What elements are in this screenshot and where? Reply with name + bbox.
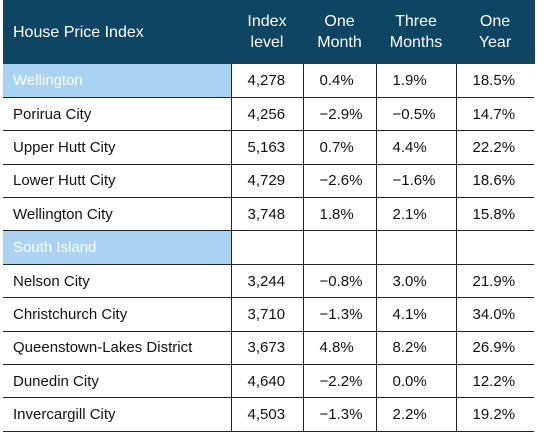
area-name: Porirua City (3, 97, 232, 132)
area-name: Queenstown-Lakes District (3, 331, 232, 366)
table-row: Christchurch City 3,710 −1.3% 4.1% 34.0% (3, 297, 534, 332)
empty-cell (303, 230, 377, 265)
table-row: Invercargill City 4,503 −1.3% 2.2% 19.2% (3, 397, 534, 432)
table-row: Lower Hutt City 4,729 −2.6% −1.6% 18.6% (3, 164, 534, 199)
three-months-cell: 4.4% (376, 130, 457, 165)
header-one-month: One Month (303, 0, 377, 64)
one-month-cell: 4.8% (303, 331, 377, 366)
three-months-cell: 1.9% (376, 64, 457, 98)
header-label: Months (389, 34, 443, 51)
one-month-cell: −2.2% (303, 364, 377, 399)
one-year-cell: 19.2% (456, 397, 534, 432)
one-month-cell: −2.6% (303, 164, 377, 199)
header-index-level: Index level (231, 0, 304, 64)
house-price-index-table: House Price Index Index level One Month Th… (3, 0, 535, 432)
area-name: Upper Hutt City (3, 130, 232, 165)
one-month-cell: 0.7% (303, 130, 377, 165)
three-months-cell: 0.0% (376, 364, 457, 399)
index-level-cell: 4,278 (231, 64, 304, 98)
one-year-cell: 26.9% (456, 331, 534, 366)
header-label: Month (317, 34, 362, 51)
header-label: One (324, 13, 355, 30)
one-month-cell: −2.9% (303, 97, 377, 132)
table-row: Queenstown-Lakes District 3,673 4.8% 8.2… (3, 331, 534, 366)
one-year-cell: 34.0% (456, 297, 534, 332)
three-months-cell: 4.1% (376, 297, 457, 332)
index-level-cell: 3,244 (231, 264, 304, 299)
one-year-cell: 22.2% (456, 130, 534, 165)
area-name: Christchurch City (3, 297, 232, 332)
region-name: Wellington (3, 64, 232, 98)
table-row: Nelson City 3,244 −0.8% 3.0% 21.9% (3, 264, 534, 299)
index-level-cell: 3,710 (231, 297, 304, 332)
header-label: House Price Index (13, 23, 144, 41)
header-label: Index (247, 13, 287, 30)
one-year-cell: 18.5% (456, 64, 534, 98)
one-year-cell: 14.7% (456, 97, 534, 132)
one-year-cell: 15.8% (456, 197, 534, 232)
header-label: level (250, 34, 284, 51)
three-months-cell: 8.2% (376, 331, 457, 366)
header-label: One (479, 13, 511, 30)
one-month-cell: 1.8% (303, 197, 377, 232)
index-level-cell: 3,748 (231, 197, 304, 232)
empty-cell (456, 230, 534, 265)
three-months-cell: 2.1% (376, 197, 457, 232)
index-level-cell: 5,163 (231, 130, 304, 165)
area-name: Nelson City (3, 264, 232, 299)
region-row-wellington: Wellington 4,278 0.4% 1.9% 18.5% (3, 64, 534, 98)
three-months-cell: −0.5% (376, 97, 457, 132)
header-label: Three (395, 13, 437, 30)
region-name: South Island (3, 230, 232, 265)
index-level-cell: 4,640 (231, 364, 304, 399)
one-month-cell: −1.3% (303, 297, 377, 332)
header-one-year: One Year (456, 0, 535, 64)
table-row: Dunedin City 4,640 −2.2% 0.0% 12.2% (3, 364, 534, 399)
area-name: Dunedin City (3, 364, 232, 399)
header-house-price-index: House Price Index (3, 0, 232, 64)
index-level-cell: 3,673 (231, 331, 304, 366)
empty-cell (231, 230, 304, 265)
header-label: Year (478, 34, 512, 51)
one-month-cell: 0.4% (303, 64, 377, 98)
region-row-south-island: South Island (3, 230, 534, 265)
header-row: House Price Index Index level One Month Th… (3, 0, 535, 64)
index-level-cell: 4,256 (231, 97, 304, 132)
index-level-cell: 4,729 (231, 164, 304, 199)
one-year-cell: 21.9% (456, 264, 534, 299)
table-row: Upper Hutt City 5,163 0.7% 4.4% 22.2% (3, 130, 534, 165)
one-month-cell: −1.3% (303, 397, 377, 432)
area-name: Lower Hutt City (3, 164, 232, 199)
table-row: Wellington City 3,748 1.8% 2.1% 15.8% (3, 197, 534, 232)
one-month-cell: −0.8% (303, 264, 377, 299)
area-name: Wellington City (3, 197, 232, 232)
empty-cell (376, 230, 457, 265)
three-months-cell: 2.2% (376, 397, 457, 432)
table-row: Porirua City 4,256 −2.9% −0.5% 14.7% (3, 97, 534, 132)
index-level-cell: 4,503 (231, 397, 304, 432)
three-months-cell: 3.0% (376, 264, 457, 299)
three-months-cell: −1.6% (376, 164, 457, 199)
one-year-cell: 12.2% (456, 364, 534, 399)
area-name: Invercargill City (3, 397, 232, 432)
header-three-months: Three Months (376, 0, 457, 64)
one-year-cell: 18.6% (456, 164, 534, 199)
